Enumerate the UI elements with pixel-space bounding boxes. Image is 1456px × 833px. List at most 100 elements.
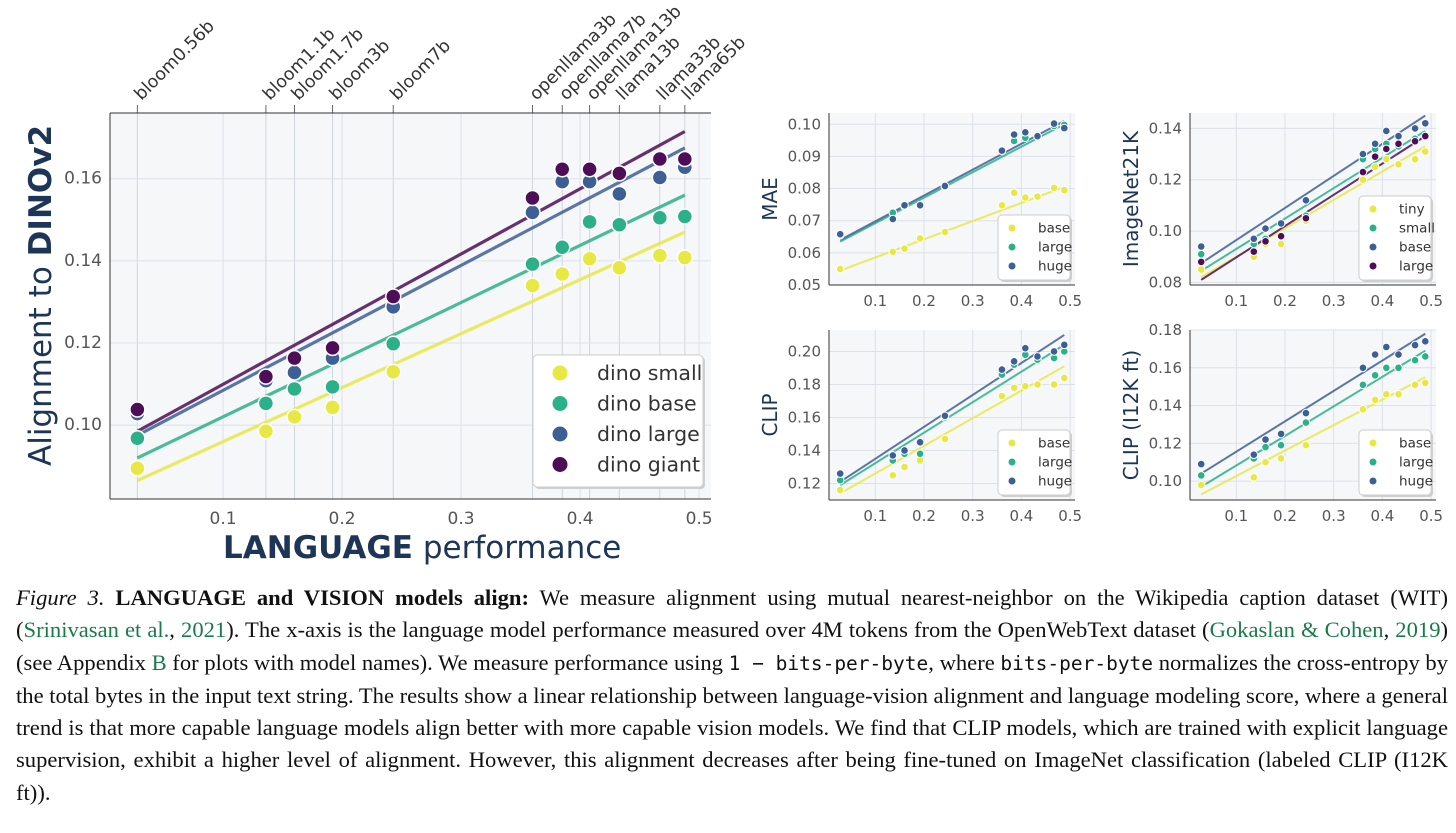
data-point-dino-base: [324, 378, 341, 396]
legend-marker-large: [1369, 262, 1377, 270]
caption-sep-1: ,: [169, 617, 182, 643]
y-tick-label: 0.07: [788, 212, 821, 230]
citation-gokaslan[interactable]: Gokaslan & Cohen: [1209, 617, 1384, 643]
data-point-huge: [835, 469, 845, 478]
data-point-base: [1059, 185, 1069, 195]
data-point-large: [1358, 380, 1368, 390]
legend-marker-base: [1369, 243, 1377, 251]
data-point-large: [1196, 257, 1206, 267]
y-tick-label: 0.14: [1149, 397, 1182, 415]
data-point-tiny: [1394, 160, 1403, 169]
fit-line-large: [1200, 349, 1426, 488]
data-point-dino-giant: [651, 150, 669, 168]
citation-srinivasan[interactable]: Srinivasan et al.: [23, 617, 170, 643]
legend-label-base: base: [1399, 436, 1431, 452]
x-tick-label: 0.1: [1224, 292, 1248, 310]
x-tick-label: 0.1: [210, 509, 237, 529]
x-tick-label: 0.2: [912, 507, 936, 525]
data-point-base: [1009, 188, 1019, 198]
y-tick-label: 0.14: [64, 251, 102, 271]
data-point-base: [1358, 405, 1368, 414]
legend-label-dino-small: dino small: [597, 361, 702, 385]
fit-line-small: [1200, 130, 1426, 272]
y-axis-label: ImageNet21K: [1119, 130, 1143, 267]
x-axis-label: LANGUAGE performance: [223, 530, 621, 566]
data-point-dino-base: [257, 395, 275, 412]
x-tick-label: 0.4: [1009, 507, 1033, 525]
legend-marker-dino-large: [552, 426, 568, 442]
data-point-large: [1370, 371, 1380, 380]
data-point-tiny: [1382, 154, 1391, 164]
data-point-huge: [900, 200, 909, 210]
y-tick-label: 0.18: [1149, 321, 1182, 339]
data-point-dino-giant: [257, 368, 275, 385]
data-point-large: [1301, 418, 1311, 427]
legend-marker-huge: [1008, 262, 1016, 270]
data-point-base: [1021, 381, 1030, 391]
citation-gokaslan-year[interactable]: 2019: [1395, 617, 1441, 643]
data-point-dino-large: [611, 185, 628, 203]
fit-line-huge: [839, 334, 1065, 483]
data-point-base: [1394, 389, 1403, 399]
data-point-tiny: [1420, 147, 1430, 156]
legend-label-dino-large: dino large: [597, 422, 700, 446]
data-point-base: [915, 234, 925, 243]
data-point-base: [1261, 457, 1270, 467]
legend-marker-base: [1008, 439, 1016, 447]
citation-srinivasan-year[interactable]: 2021: [181, 617, 227, 643]
data-point-base: [1059, 373, 1069, 383]
data-point-base: [1301, 195, 1311, 205]
x-tick-label: 0.4: [1009, 292, 1033, 310]
data-point-huge: [1196, 459, 1206, 469]
y-tick-label: 0.12: [1149, 434, 1182, 452]
legend-label-huge: huge: [1399, 474, 1433, 490]
y-tick-label: 0.10: [64, 415, 102, 435]
data-point-base: [1410, 380, 1420, 390]
legend-marker-small: [1369, 224, 1377, 232]
data-point-dino-base: [384, 335, 402, 353]
x-tick-label: 0.2: [912, 292, 936, 310]
legend: dino small dino base dino large dino giant: [532, 354, 705, 489]
data-point-base: [1382, 126, 1391, 136]
data-point-base: [940, 227, 950, 237]
data-point-huge: [1033, 352, 1042, 361]
legend-box: [1358, 429, 1432, 496]
fit-line-dino-large: [136, 146, 686, 437]
data-point-dino-giant: [676, 150, 694, 168]
data-point-base: [1049, 380, 1059, 389]
data-point-large: [1420, 352, 1430, 361]
y-tick-label: 0.06: [788, 244, 821, 262]
y-tick-label: 0.18: [788, 375, 821, 393]
legend-label-large: large: [1399, 259, 1433, 275]
data-point-huge: [1009, 357, 1019, 366]
data-point-base: [1261, 224, 1270, 233]
data-point-large: [1261, 442, 1270, 452]
data-point-base: [1021, 193, 1030, 202]
data-point-base: [888, 247, 898, 257]
data-point-tiny: [1196, 265, 1206, 274]
data-point-dino-large: [524, 204, 541, 221]
data-point-dino-base: [524, 255, 541, 273]
data-point-dino-giant: [611, 165, 628, 182]
data-point-dino-base: [581, 213, 598, 231]
data-point-base: [1276, 454, 1286, 463]
data-point-dino-base: [611, 216, 628, 233]
x-tick-label: 0.5: [1419, 507, 1443, 525]
legend-marker-tiny: [1369, 205, 1377, 213]
data-point-small: [1196, 249, 1206, 259]
data-point-base: [1009, 383, 1019, 393]
figure-caption: Figure 3. LANGUAGE and VISION models ali…: [16, 582, 1448, 809]
appendix-link[interactable]: B: [151, 649, 167, 675]
data-point-huge: [997, 146, 1007, 155]
data-point-base: [1033, 380, 1042, 389]
data-point-huge: [888, 214, 898, 224]
data-point-huge: [1033, 131, 1042, 141]
data-point-large: [1261, 237, 1270, 246]
caption-text-2: ). The x-axis is the language model perf…: [226, 617, 1210, 643]
legend: base large huge: [1358, 429, 1433, 497]
model-label-bloom0-56b: bloom0.56b: [131, 16, 219, 104]
data-point-dino-small: [129, 459, 146, 477]
data-point-large: [1382, 363, 1391, 373]
x-tick-label: 0.5: [1419, 292, 1443, 310]
fit-line-large: [839, 123, 1065, 243]
